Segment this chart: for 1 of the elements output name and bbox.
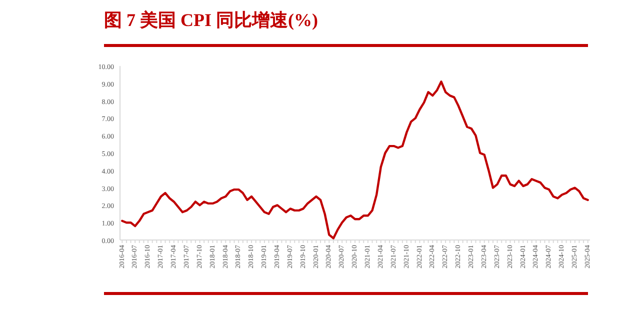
chart-title: 图 7 美国 CPI 同比增速(%) [104,10,318,30]
